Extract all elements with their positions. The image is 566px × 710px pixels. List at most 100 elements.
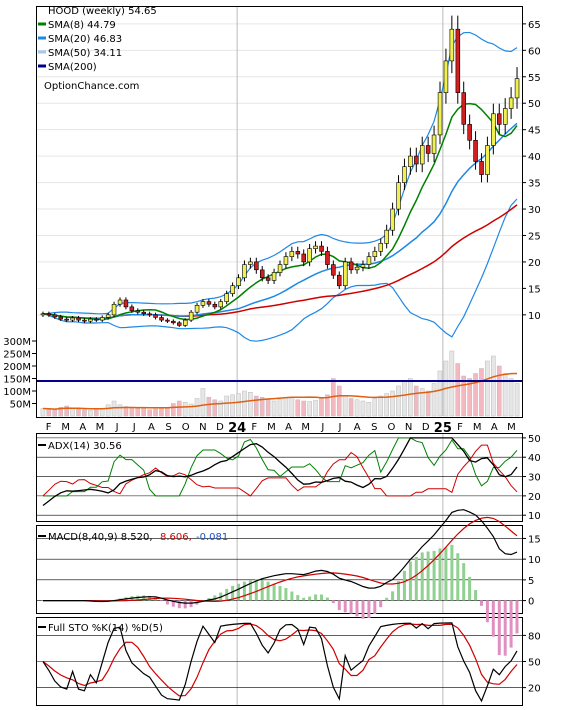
candle-body-40 xyxy=(277,264,283,273)
candle-body-38 xyxy=(265,277,271,281)
volume-bar-78 xyxy=(502,373,508,417)
macd-hist-bar-61 xyxy=(402,570,406,601)
volume-bar-79 xyxy=(508,378,514,417)
macd-hist-bar-74 xyxy=(480,600,483,606)
candle-body-63 xyxy=(414,155,419,165)
candle-body-57 xyxy=(378,243,383,252)
x-label-month-21: N xyxy=(405,422,412,433)
candle-body-30 xyxy=(218,301,224,308)
macd-hist-bar-43 xyxy=(296,595,300,601)
candle-body-73 xyxy=(473,140,478,162)
macd-hist-bar-53 xyxy=(355,600,359,617)
candle-body-46 xyxy=(313,245,318,250)
volume-bar-22 xyxy=(171,403,176,417)
adx-line xyxy=(42,437,518,507)
macd-hist-bar-18 xyxy=(148,595,152,601)
macd-hist-bar-57 xyxy=(379,600,383,608)
volume-bar-76 xyxy=(491,355,496,417)
x-label-month-10: D xyxy=(216,422,224,433)
macd-hist-bar-25 xyxy=(189,600,193,608)
macd-hist-bar-66 xyxy=(432,550,436,601)
volume-bar-70 xyxy=(455,363,461,417)
volume-bar-60 xyxy=(396,385,401,417)
macd-hist-bar-52 xyxy=(349,600,353,614)
candle-body-54 xyxy=(360,264,366,268)
volume-bar-43 xyxy=(295,399,301,417)
volume-bar-74 xyxy=(479,368,484,417)
candle-body-78 xyxy=(502,108,508,125)
candle-body-3 xyxy=(58,316,63,320)
panel-adx-tick-40: 40 xyxy=(528,453,541,464)
candle-body-29 xyxy=(212,303,218,308)
macd-hist-bar-80 xyxy=(515,600,519,634)
volume-sma-line xyxy=(42,372,518,410)
volume-bar-72 xyxy=(467,378,472,417)
candle-body-59 xyxy=(390,208,395,231)
macd-hist-bar-70 xyxy=(456,553,460,601)
volume-bar-69 xyxy=(449,350,455,417)
volume-bar-46 xyxy=(313,400,318,417)
legend-sma20: SMA(20) 46.83 xyxy=(48,34,122,45)
candle-body-70 xyxy=(455,28,461,94)
macd-hist-bar-48 xyxy=(325,597,329,601)
macd-hist-bar-39 xyxy=(272,583,276,601)
macd-hist-bar-28 xyxy=(207,598,211,601)
volume-bar-39 xyxy=(271,400,277,417)
macd-hist-bar-60 xyxy=(397,581,400,601)
candle-body-64 xyxy=(419,145,425,165)
volume-bar-3 xyxy=(58,407,64,417)
macd-hist-bar-68 xyxy=(444,547,448,601)
price-tick-label-55: 55 xyxy=(528,73,541,84)
candle-body-47 xyxy=(319,245,324,252)
volume-bar-35 xyxy=(248,392,253,417)
candle-body-34 xyxy=(242,264,247,279)
volume-bar-67 xyxy=(437,370,443,417)
macd-hist-bar-40 xyxy=(278,585,282,601)
macd-hist-bar-46 xyxy=(314,594,318,601)
volume-bar-71 xyxy=(461,375,466,417)
candle-body-55 xyxy=(366,256,372,265)
macd-hist-bar-62 xyxy=(408,561,412,601)
candle-body-31 xyxy=(224,293,229,302)
volume-bar-54 xyxy=(360,400,366,417)
volume-bar-48 xyxy=(325,394,330,417)
volume-bar-32 xyxy=(230,394,235,417)
macd-hist-bar-29 xyxy=(213,595,217,601)
macd-title: MACD(8,40,9) 8.520, xyxy=(48,532,153,543)
price-tick-label-15: 15 xyxy=(528,284,541,295)
volume-bar-45 xyxy=(307,401,312,417)
macd-hist-bar-37 xyxy=(260,580,264,601)
candles xyxy=(40,15,520,328)
macd-hist-bar-56 xyxy=(373,600,377,614)
x-label-month-26: A xyxy=(491,422,498,433)
macd-hist-bar-71 xyxy=(462,563,466,601)
macd-hist-bar-36 xyxy=(254,579,258,601)
x-label-month-25: M xyxy=(473,422,482,433)
macd-hist-bar-58 xyxy=(385,597,389,601)
candle-body-48 xyxy=(325,251,330,265)
candle-body-6 xyxy=(76,317,81,321)
x-label-month-0: F xyxy=(46,422,52,433)
volume-tick-label-3: 150M xyxy=(3,375,31,386)
volume-bar-47 xyxy=(319,398,324,417)
candle-body-43 xyxy=(295,251,301,255)
candle-body-53 xyxy=(354,266,360,271)
panel-macd-tick-15: 15 xyxy=(528,534,541,545)
volume-tick-label-0: 300M xyxy=(3,337,31,348)
x-label-month-1: M xyxy=(61,422,70,433)
x-label-month-6: A xyxy=(148,422,155,433)
candle-body-24 xyxy=(183,319,188,326)
candle-body-16 xyxy=(135,310,141,313)
candle-body-68 xyxy=(443,60,449,93)
panel-adx-tick-30: 30 xyxy=(528,473,541,484)
candle-body-49 xyxy=(331,264,336,276)
candle-body-7 xyxy=(82,319,87,322)
volume-bar-4 xyxy=(64,405,69,417)
volume-bar-77 xyxy=(496,365,502,417)
x-label-month-9: N xyxy=(199,422,206,433)
candle-body-80 xyxy=(514,78,520,99)
x-label-month-27: M xyxy=(507,422,516,433)
candle-body-17 xyxy=(141,311,147,315)
macd-hist-bar-41 xyxy=(284,588,288,601)
